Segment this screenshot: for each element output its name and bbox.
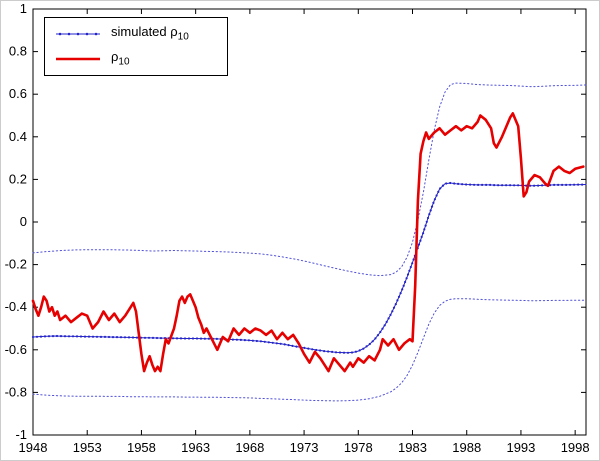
x-tick-label: 1993 <box>506 440 535 455</box>
y-tick-label: -0.6 <box>5 342 27 357</box>
x-tick-label: 1983 <box>398 440 427 455</box>
series-lower-dotted-band <box>32 298 587 402</box>
x-tick-label: 1958 <box>127 440 156 455</box>
y-tick-label: 0.8 <box>9 44 27 59</box>
y-tick-label: 1 <box>20 1 27 16</box>
x-tick-label: 1978 <box>344 440 373 455</box>
legend-label-simulated-rho10: simulated ρ10 <box>111 24 189 43</box>
y-tick-label: -0.4 <box>5 299 27 314</box>
x-tick-label: 1963 <box>181 440 210 455</box>
x-tick-label: 1948 <box>19 440 48 455</box>
legend: simulated ρ10 ρ10 <box>44 17 228 76</box>
y-tick-label: -1 <box>15 427 27 442</box>
y-tick-label: 0 <box>20 214 27 229</box>
x-tick-label: 1968 <box>235 440 264 455</box>
x-tick-label: 1953 <box>73 440 102 455</box>
legend-line-sample-rho10-icon <box>56 57 100 61</box>
legend-label-rho10: ρ10 <box>111 49 130 68</box>
series-upper-dotted-band <box>32 82 587 277</box>
y-tick-label: 0.4 <box>9 129 27 144</box>
series-simulated-rho10-markers <box>31 181 584 354</box>
plot-box <box>32 8 587 436</box>
x-tick-label: 1973 <box>290 440 319 455</box>
legend-item-simulated-rho10: simulated ρ10 <box>54 25 227 43</box>
x-tick-label: 1998 <box>561 440 590 455</box>
y-tick-label: -0.8 <box>5 384 27 399</box>
x-tick-label: 1988 <box>452 440 481 455</box>
legend-line-sample-simulated-icon <box>56 32 100 36</box>
series-rho10 <box>31 112 585 373</box>
legend-item-rho10: ρ10 <box>54 50 227 68</box>
y-tick-label: 0.2 <box>9 171 27 186</box>
y-tick-label: -0.2 <box>5 257 27 272</box>
y-tick-label: 0.6 <box>9 86 27 101</box>
